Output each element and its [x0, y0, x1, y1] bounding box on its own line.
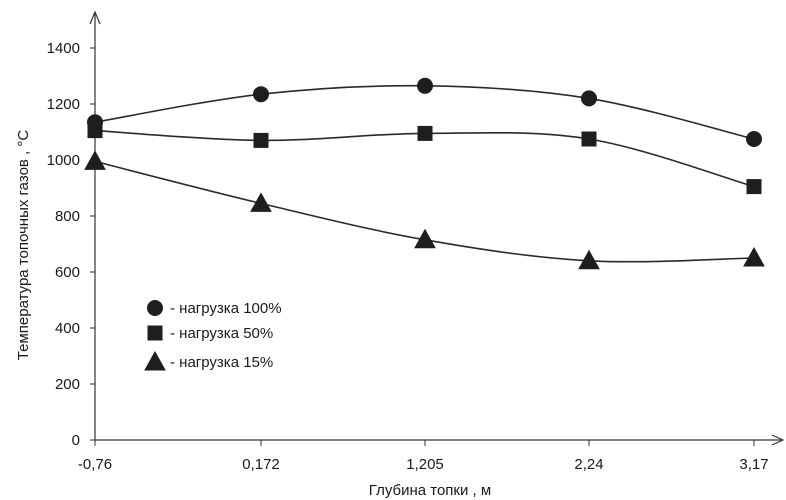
y-axis-arrow — [89, 10, 101, 25]
y-tick-label: 200 — [55, 376, 80, 393]
legend-item: - нагрузка 15% — [144, 350, 273, 371]
data-point-triangle — [250, 192, 272, 212]
x-tick-label: -0,76 — [78, 456, 112, 473]
legend-marker-square — [147, 325, 163, 341]
y-tick-label: 800 — [55, 208, 80, 225]
y-tick-label: 1000 — [47, 152, 80, 169]
data-point-triangle — [414, 228, 436, 249]
y-tick-label: 1400 — [47, 40, 80, 57]
legend-marker-circle — [147, 300, 163, 316]
data-point-square — [417, 125, 433, 141]
data-point-square — [746, 179, 762, 195]
data-point-triangle — [743, 246, 765, 267]
y-tick-label: 1200 — [47, 96, 80, 113]
data-point-circle — [746, 131, 762, 147]
chart-series — [84, 77, 765, 270]
y-tick-label: 600 — [55, 264, 80, 281]
legend-item: - нагрузка 50% — [147, 325, 273, 342]
y-axis-title: Температура топочных газов , °С — [15, 130, 32, 361]
x-tick-label: 2,24 — [574, 456, 603, 473]
legend-label: - нагрузка 15% — [170, 354, 273, 371]
legend-marker-triangle — [144, 350, 166, 371]
legend-label: - нагрузка 100% — [170, 300, 282, 317]
data-point-circle — [417, 77, 433, 94]
series-circle — [87, 77, 762, 147]
data-point-circle — [253, 86, 269, 103]
data-point-triangle — [84, 150, 106, 170]
chart-legend: - нагрузка 100% - нагрузка 50% - нагрузка … — [144, 300, 282, 371]
data-point-triangle — [578, 249, 600, 270]
data-point-square — [581, 131, 597, 147]
data-point-square — [87, 123, 103, 139]
data-point-square — [253, 132, 269, 148]
y-tick-label: 400 — [55, 320, 80, 337]
x-axis-arrow — [771, 434, 785, 446]
series-triangle — [84, 150, 765, 270]
data-point-circle — [581, 90, 597, 107]
x-axis-title: Глубина топки , м — [369, 482, 491, 499]
series-square — [87, 123, 762, 195]
legend-label: - нагрузка 50% — [170, 325, 273, 342]
x-tick-label: 1,205 — [406, 456, 444, 473]
y-tick-label: 0 — [72, 432, 80, 449]
legend-item: - нагрузка 100% — [147, 300, 282, 317]
x-tick-label: 0,172 — [242, 456, 280, 473]
x-tick-label: 3,17 — [739, 456, 768, 473]
chart-axes: 0 200 400 600 800 1000 1200 1400 -0,76 0,172 1,205… — [47, 10, 785, 473]
